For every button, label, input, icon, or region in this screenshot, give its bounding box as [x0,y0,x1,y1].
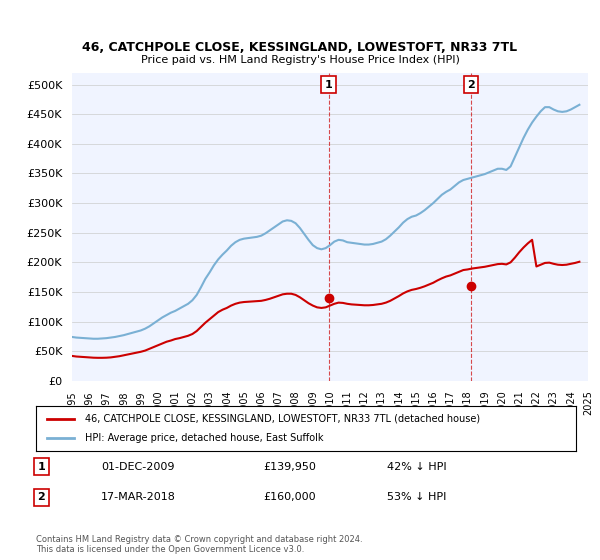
Text: £139,950: £139,950 [263,461,316,472]
Text: Contains HM Land Registry data © Crown copyright and database right 2024.
This d: Contains HM Land Registry data © Crown c… [36,535,362,554]
Text: 2: 2 [38,492,45,502]
Text: HPI: Average price, detached house, East Suffolk: HPI: Average price, detached house, East… [85,433,323,444]
Text: 46, CATCHPOLE CLOSE, KESSINGLAND, LOWESTOFT, NR33 7TL: 46, CATCHPOLE CLOSE, KESSINGLAND, LOWEST… [82,41,518,54]
Text: Price paid vs. HM Land Registry's House Price Index (HPI): Price paid vs. HM Land Registry's House … [140,55,460,65]
Text: £160,000: £160,000 [263,492,316,502]
Text: 01-DEC-2009: 01-DEC-2009 [101,461,175,472]
Text: 17-MAR-2018: 17-MAR-2018 [101,492,176,502]
Text: 2: 2 [467,80,475,90]
Text: 53% ↓ HPI: 53% ↓ HPI [387,492,446,502]
Text: 46, CATCHPOLE CLOSE, KESSINGLAND, LOWESTOFT, NR33 7TL (detached house): 46, CATCHPOLE CLOSE, KESSINGLAND, LOWEST… [85,413,480,423]
Text: 1: 1 [38,461,45,472]
Text: 42% ↓ HPI: 42% ↓ HPI [387,461,446,472]
Text: 1: 1 [325,80,332,90]
